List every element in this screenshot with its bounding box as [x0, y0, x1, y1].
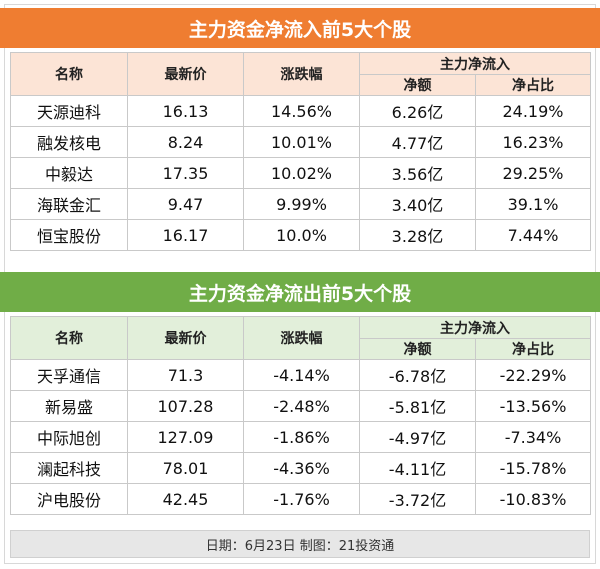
stock-ratio: 29.25% [475, 157, 591, 189]
col-header-ratio: 净占比 [475, 338, 591, 360]
table-row: 澜起科技 78.01 -4.36% -4.11亿 -15.78% [10, 452, 591, 484]
table-row: 沪电股份 42.45 -1.76% -3.72亿 -10.83% [10, 483, 591, 515]
stock-ratio: -15.78% [475, 452, 591, 484]
stock-net: 4.77亿 [359, 126, 476, 158]
stock-name: 新易盛 [10, 390, 128, 422]
col-header-change: 涨跌幅 [243, 52, 360, 96]
stock-net: 3.56亿 [359, 157, 476, 189]
stock-net: -4.11亿 [359, 452, 476, 484]
stock-name: 中际旭创 [10, 421, 128, 453]
stock-ratio: -13.56% [475, 390, 591, 422]
stock-name: 中毅达 [10, 157, 128, 189]
stock-ratio: -22.29% [475, 359, 591, 391]
stock-name: 恒宝股份 [10, 219, 128, 251]
table-row: 恒宝股份 16.17 10.0% 3.28亿 7.44% [10, 219, 591, 251]
inflow-title: 主力资金净流入前5大个股 [0, 8, 600, 48]
outflow-title: 主力资金净流出前5大个股 [0, 272, 600, 312]
stock-name: 天源迪科 [10, 95, 128, 127]
col-header-name: 名称 [10, 52, 128, 96]
stock-net: 6.26亿 [359, 95, 476, 127]
col-header-price: 最新价 [127, 316, 244, 360]
stock-change: 14.56% [243, 95, 360, 127]
stock-price: 17.35 [127, 157, 244, 189]
stock-price: 8.24 [127, 126, 244, 158]
stock-change: 10.0% [243, 219, 360, 251]
outflow-table: 名称 最新价 涨跌幅 主力净流入 净额 净占比 天孚通信 71.3 -4.14%… [10, 316, 591, 515]
stock-net: -3.72亿 [359, 483, 476, 515]
stock-name: 海联金汇 [10, 188, 128, 220]
stock-ratio: 16.23% [475, 126, 591, 158]
stock-price: 16.13 [127, 95, 244, 127]
stock-ratio: 24.19% [475, 95, 591, 127]
table-row: 中际旭创 127.09 -1.86% -4.97亿 -7.34% [10, 421, 591, 453]
stock-name: 澜起科技 [10, 452, 128, 484]
stock-ratio: 39.1% [475, 188, 591, 220]
stock-price: 9.47 [127, 188, 244, 220]
col-header-change: 涨跌幅 [243, 316, 360, 360]
col-header-net: 净额 [359, 74, 476, 96]
col-header-net: 净额 [359, 338, 476, 360]
stock-price: 71.3 [127, 359, 244, 391]
stock-ratio: 7.44% [475, 219, 591, 251]
stock-net: 3.28亿 [359, 219, 476, 251]
stock-change: -4.36% [243, 452, 360, 484]
stock-net: -6.78亿 [359, 359, 476, 391]
table-row: 中毅达 17.35 10.02% 3.56亿 29.25% [10, 157, 591, 189]
table-row: 海联金汇 9.47 9.99% 3.40亿 39.1% [10, 188, 591, 220]
stock-change: 9.99% [243, 188, 360, 220]
stock-name: 沪电股份 [10, 483, 128, 515]
col-header-price: 最新价 [127, 52, 244, 96]
stock-change: -1.76% [243, 483, 360, 515]
stock-net: -4.97亿 [359, 421, 476, 453]
stock-price: 16.17 [127, 219, 244, 251]
col-header-ratio: 净占比 [475, 74, 591, 96]
stock-change: -2.48% [243, 390, 360, 422]
table-row: 融发核电 8.24 10.01% 4.77亿 16.23% [10, 126, 591, 158]
stock-net: -5.81亿 [359, 390, 476, 422]
inflow-table: 名称 最新价 涨跌幅 主力净流入 净额 净占比 天源迪科 16.13 14.56… [10, 52, 591, 251]
col-header-name: 名称 [10, 316, 128, 360]
stock-change: -1.86% [243, 421, 360, 453]
stock-price: 78.01 [127, 452, 244, 484]
stock-change: 10.02% [243, 157, 360, 189]
footer-caption: 日期：6月23日 制图：21投资通 [10, 530, 590, 558]
table-row: 天源迪科 16.13 14.56% 6.26亿 24.19% [10, 95, 591, 127]
table-row: 天孚通信 71.3 -4.14% -6.78亿 -22.29% [10, 359, 591, 391]
stock-name: 天孚通信 [10, 359, 128, 391]
table-row: 新易盛 107.28 -2.48% -5.81亿 -13.56% [10, 390, 591, 422]
stock-change: -4.14% [243, 359, 360, 391]
stock-change: 10.01% [243, 126, 360, 158]
stock-ratio: -7.34% [475, 421, 591, 453]
stock-name: 融发核电 [10, 126, 128, 158]
stock-price: 127.09 [127, 421, 244, 453]
col-header-group: 主力净流入 [359, 52, 591, 75]
stock-price: 42.45 [127, 483, 244, 515]
stock-net: 3.40亿 [359, 188, 476, 220]
col-header-group: 主力净流入 [359, 316, 591, 339]
stock-ratio: -10.83% [475, 483, 591, 515]
stock-price: 107.28 [127, 390, 244, 422]
